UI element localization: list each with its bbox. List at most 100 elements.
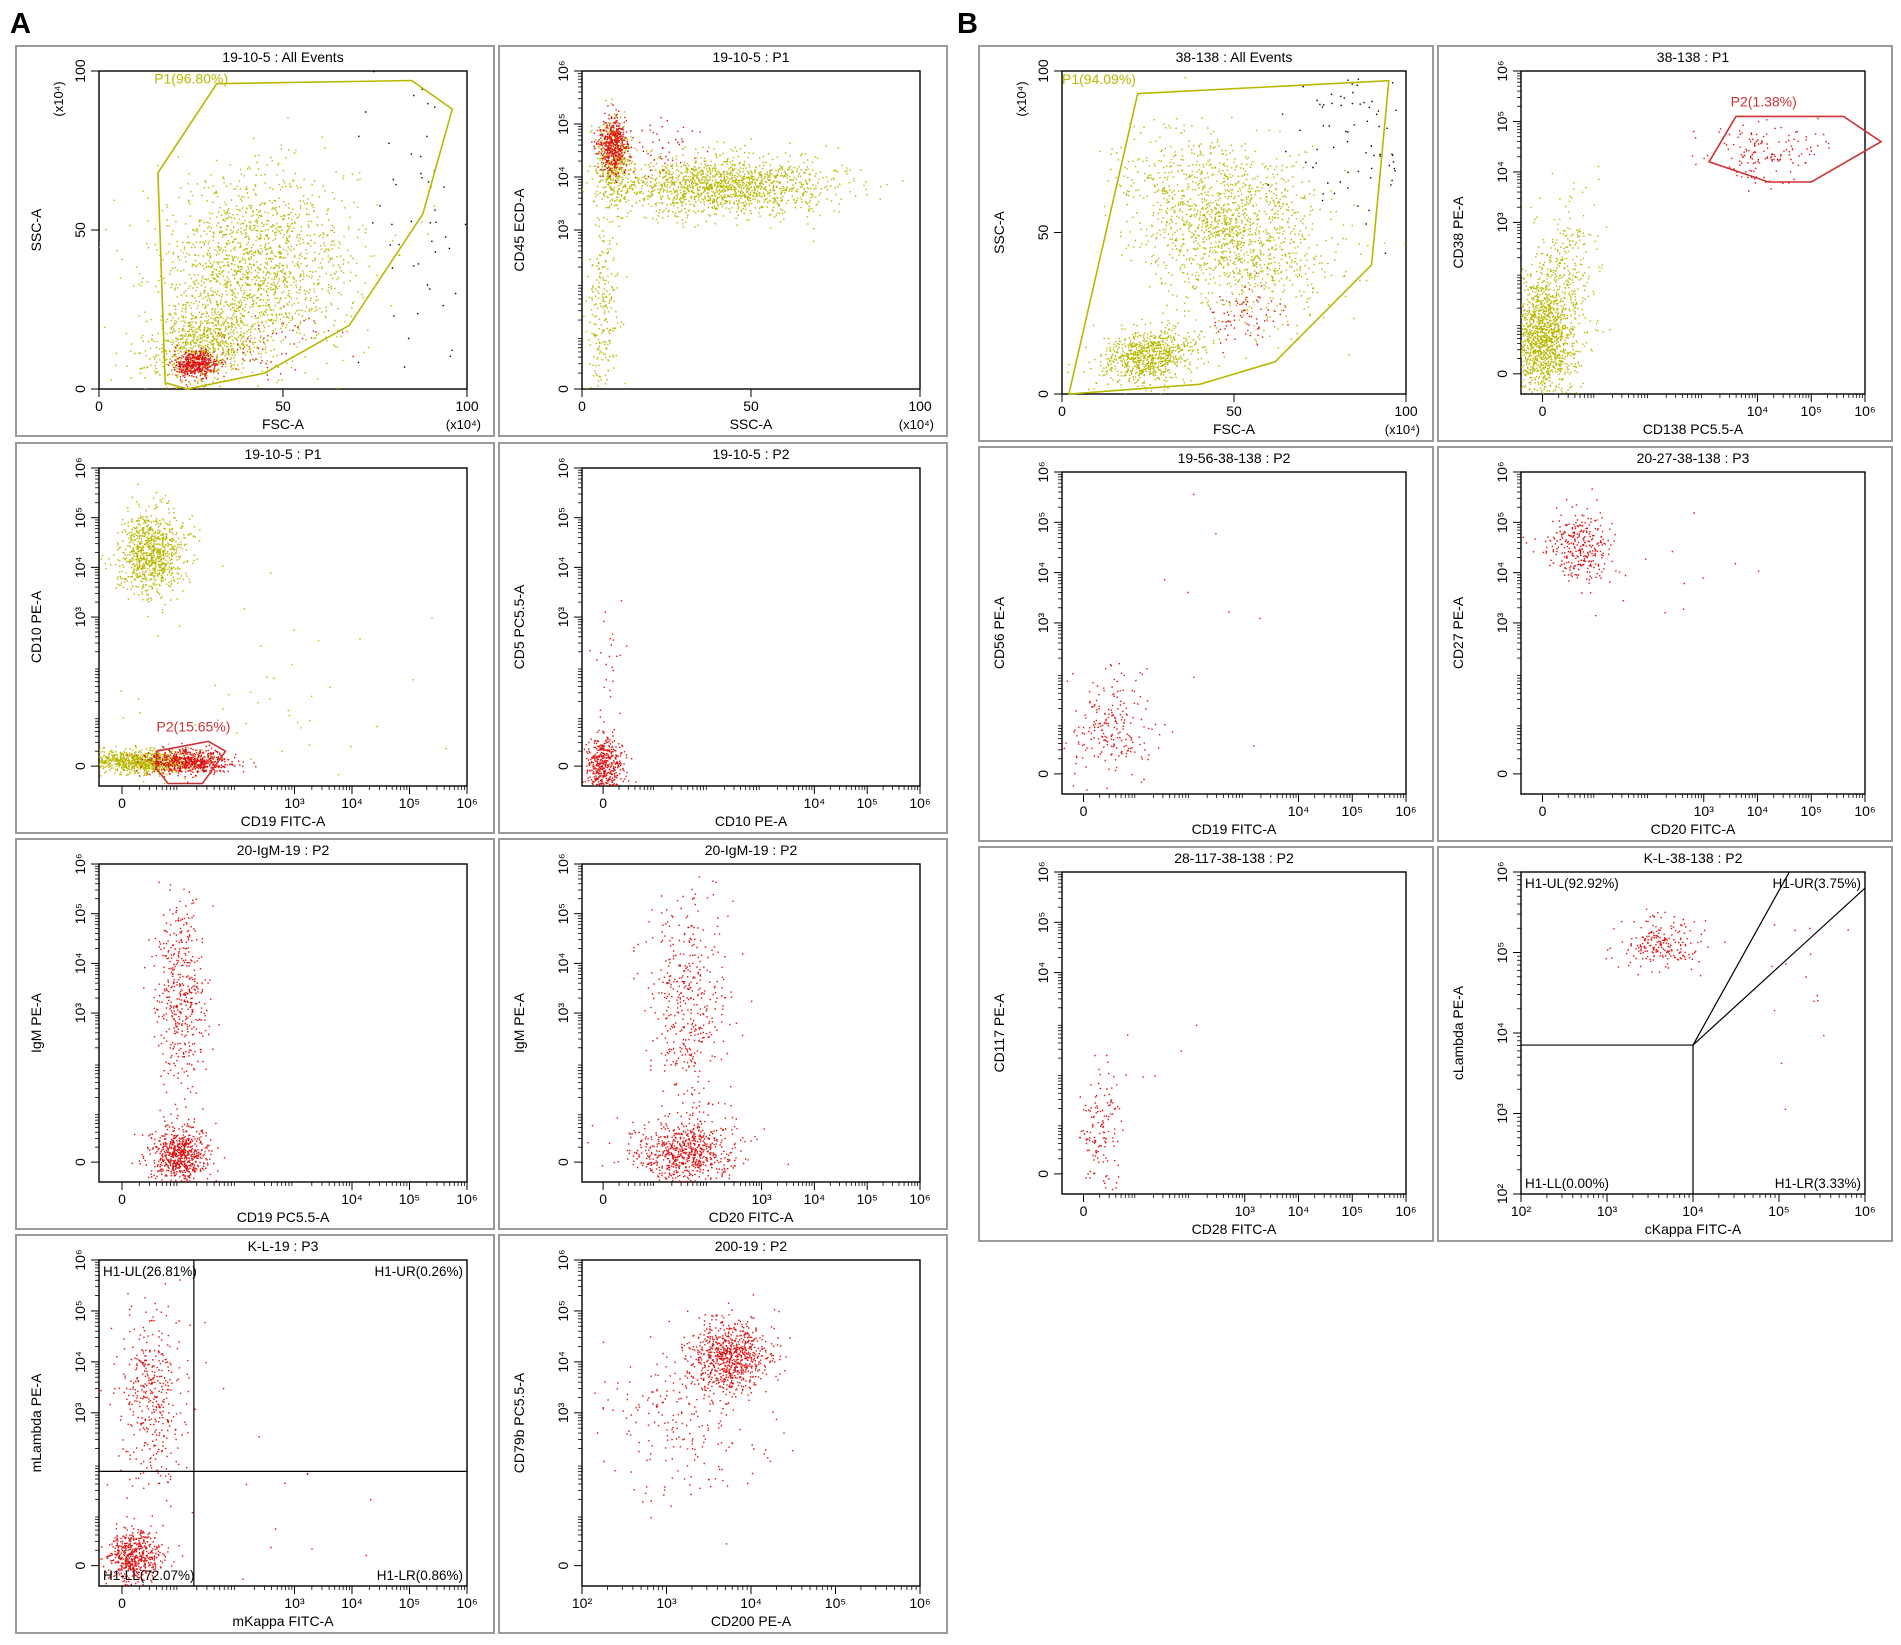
plot-area <box>98 467 468 787</box>
chart-a5: 20-IgM-19 : P2 0 10⁴ 10⁵ 10⁶ 0 10³ 10⁴ 10⁵ 10⁶ CD1… <box>15 838 495 1230</box>
y-tick-label: 10⁵ <box>1494 111 1510 132</box>
y-tick-label: 10⁶ <box>1494 461 1510 482</box>
quadrant-label-lr: H1-LR(0.86%) <box>377 1568 463 1583</box>
x-tick-label: 10⁶ <box>909 1191 930 1207</box>
y-tick-label: 10⁵ <box>1494 512 1510 533</box>
point-cluster <box>1521 227 1604 394</box>
x-tick-label: 10⁵ <box>1801 803 1822 819</box>
y-axis-label: CD45 ECD-A <box>511 188 527 272</box>
x-tick-label: 10⁶ <box>909 795 930 811</box>
x-tick-label: 50 <box>275 398 291 414</box>
y-tick-label: 10⁶ <box>72 1249 88 1270</box>
y-tick-label: 10³ <box>72 1402 88 1423</box>
chart-a6: 20-IgM-19 : P2 0 10³ 10⁴ 10⁵ 10⁶ 0 10³ 10⁴ 10⁵ 10⁶… <box>498 838 948 1230</box>
chart-title: 28-117-38-138 : P2 <box>1174 850 1294 866</box>
y-axis-label: CD117 PE-A <box>991 993 1007 1073</box>
scatter-svg: 200-19 : P2 10² 10³ 10⁴ 10⁵ 10⁶ 0 10³ 10⁴ 10⁵ 10⁶ C… <box>511 1238 931 1629</box>
quadrant-label-lr: H1-LR(3.33%) <box>1775 1176 1861 1191</box>
y-axis-label: mLambda PE-A <box>28 1373 44 1472</box>
chart-title: 19-56-38-138 : P2 <box>1178 450 1291 466</box>
x-tick-label: 10⁵ <box>825 1595 846 1611</box>
point-cluster <box>591 104 635 184</box>
x-tick-label: 10⁶ <box>1395 803 1416 819</box>
y-unit-label: (x10⁴) <box>1014 81 1029 116</box>
y-axis-label: CD27 PE-A <box>1450 596 1466 669</box>
y-tick-label: 10⁴ <box>1494 1022 1510 1044</box>
data-points <box>99 71 467 389</box>
x-tick-label: 0 <box>118 1191 126 1207</box>
y-tick-label: 10⁶ <box>1035 861 1051 882</box>
x-tick-label: 10² <box>1511 1203 1532 1219</box>
x-axis-label: FSC-A <box>262 416 305 432</box>
chart-b5: 28-117-38-138 : P2 0 10³ 10⁴ 10⁵ 10⁶ 0 10⁴ 10⁵ 10… <box>978 846 1434 1242</box>
plot-area <box>1061 471 1407 795</box>
y-tick-label: 10⁴ <box>1035 962 1051 984</box>
x-tick-label: 10⁵ <box>856 1191 877 1207</box>
x-tick-label: 10⁵ <box>1342 1203 1363 1219</box>
chart-title: 20-IgM-19 : P2 <box>237 842 330 858</box>
x-unit-label: (x10⁴) <box>1385 422 1420 437</box>
x-tick-label: 10⁴ <box>804 1191 826 1207</box>
y-tick-label: 10⁶ <box>555 457 571 478</box>
x-tick-label: 10⁴ <box>341 1595 363 1611</box>
x-axis-label: CD19 FITC-A <box>241 813 326 829</box>
y-tick-label: 100 <box>1035 59 1051 83</box>
x-unit-label: (x10⁴) <box>899 417 934 432</box>
chart-title: 38-138 : P1 <box>1657 49 1730 65</box>
plot-area <box>581 467 921 787</box>
point-cluster <box>582 103 628 389</box>
x-tick-label: 10⁶ <box>1854 1203 1875 1219</box>
y-tick-label: 10⁴ <box>72 953 88 975</box>
y-tick-label: 10⁶ <box>72 457 88 478</box>
x-tick-label: 10⁶ <box>1854 803 1875 819</box>
data-points <box>131 881 226 1182</box>
y-tick-label: 10⁶ <box>555 60 571 81</box>
point-cluster <box>100 483 224 637</box>
point-cluster <box>1522 488 1621 617</box>
y-tick-label: 10⁵ <box>1035 512 1051 533</box>
y-tick-label: 10⁶ <box>555 853 571 874</box>
x-axis-label: CD28 FITC-A <box>1192 1221 1277 1237</box>
x-tick-label: 100 <box>455 398 479 414</box>
x-axis-label: CD138 PC5.5-A <box>1643 421 1744 437</box>
chart-b6: K-L-38-138 : P2 10² 10³ 10⁴ 10⁵ 10⁶ 10² 10³ 10⁴ 1… <box>1437 846 1893 1242</box>
x-tick-label: 0 <box>599 795 607 811</box>
data-points <box>587 876 789 1182</box>
y-tick-label: 10³ <box>555 607 571 628</box>
chart-b2: 38-138 : P1 0 10⁴ 10⁵ 10⁶ 0 10³ 10⁴ 10⁵ 10⁶ CD138 … <box>1437 45 1893 442</box>
x-axis-label: CD19 PC5.5-A <box>237 1209 330 1225</box>
y-tick-label: 0 <box>72 385 88 393</box>
plot-area <box>1061 871 1407 1195</box>
plot-area <box>1061 70 1407 395</box>
scatter-svg: 38-138 : P1 0 10⁴ 10⁵ 10⁶ 0 10³ 10⁴ 10⁵ 10⁶ CD138 … <box>1450 49 1883 437</box>
point-cluster <box>114 281 306 389</box>
y-axis-label: IgM PE-A <box>511 992 527 1053</box>
gate-label: P2(1.38%) <box>1731 93 1797 109</box>
chart-title: 19-10-5 : P2 <box>712 446 789 462</box>
x-axis-label: FSC-A <box>1213 421 1256 437</box>
chart-b1: 38-138 : All Events 0 50 100 0 50 100 FSC-A SSC-… <box>978 45 1434 442</box>
x-tick-label: 10⁶ <box>1395 1203 1416 1219</box>
point-cluster <box>1209 272 1289 354</box>
panel-b-label: B <box>957 8 978 40</box>
x-tick-label: 10⁵ <box>1342 803 1363 819</box>
point-cluster <box>131 1103 226 1182</box>
chart-a4: 19-10-5 : P2 0 10⁴ 10⁵ 10⁶ 0 10³ 10⁴ 10⁵ 10⁶ CD10 … <box>498 442 948 834</box>
x-axis-label: CD10 PE-A <box>715 813 788 829</box>
point-cluster <box>582 709 637 786</box>
y-tick-label: 10⁴ <box>1494 562 1510 584</box>
plot-area <box>581 70 921 390</box>
gate-polygon <box>1067 79 1390 395</box>
y-tick-label: 10⁴ <box>555 1351 571 1373</box>
x-tick-label: 10⁵ <box>1768 1203 1789 1219</box>
y-tick-label: 100 <box>72 59 88 83</box>
y-axis-label: CD79b PC5.5-A <box>511 1372 527 1473</box>
chart-title: 200-19 : P2 <box>715 1238 788 1254</box>
scatter-svg: 20-IgM-19 : P2 0 10⁴ 10⁵ 10⁶ 0 10³ 10⁴ 10⁵ 10⁶ CD1… <box>28 842 478 1225</box>
quadrant-label-ul: H1-UL(92.92%) <box>1525 876 1619 891</box>
x-tick-label: 10⁵ <box>856 795 877 811</box>
gate-label: P1(96.80%) <box>154 71 228 87</box>
x-tick-label: 10⁴ <box>1682 1203 1704 1219</box>
data-points <box>1067 77 1406 394</box>
y-tick-label: 0 <box>555 1158 571 1166</box>
